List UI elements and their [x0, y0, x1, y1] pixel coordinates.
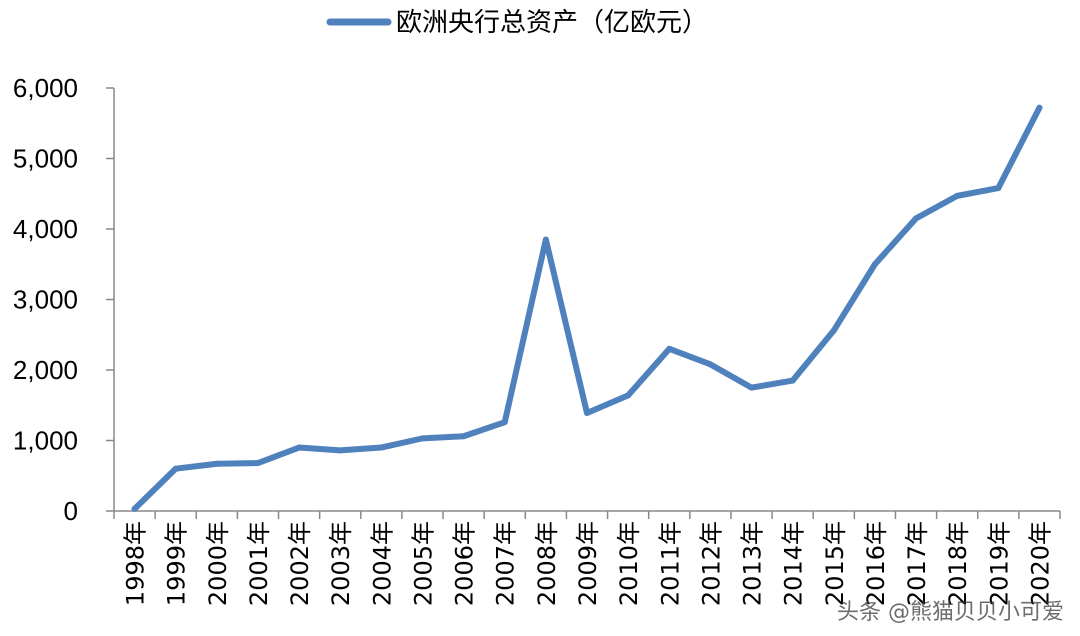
x-tick-label: 2013年: [739, 521, 767, 606]
data-point: [296, 444, 303, 451]
x-tick-label: 2015年: [821, 521, 849, 606]
x-tick-label: 2019年: [985, 521, 1013, 606]
data-point: [584, 410, 590, 417]
data-point: [954, 192, 961, 199]
data-point: [625, 392, 632, 399]
data-point: [213, 460, 220, 467]
x-tick-label: 1999年: [163, 521, 191, 606]
x-tick-label: 2003年: [327, 521, 355, 606]
x-tick-label: 2020年: [1026, 521, 1054, 606]
x-tick-label: 2016年: [862, 521, 890, 606]
y-tick-label: 3,000: [13, 285, 78, 315]
data-point: [748, 384, 755, 391]
x-tick-label: 2002年: [286, 521, 314, 606]
data-point: [913, 215, 920, 222]
x-tick-label: 2011年: [656, 521, 684, 606]
x-tick-label: 2010年: [615, 521, 643, 606]
y-axis: 0 1,000 2,000 3,000 4,000 5,000 6,000: [13, 73, 115, 526]
x-axis: 1998年 1999年 2000年 2001年 2002年 2003年 2004年 2005年…: [113, 510, 1061, 606]
data-point: [254, 460, 261, 467]
legend-label-series-0: 欧洲央行总资产（亿欧元）: [396, 8, 708, 38]
data-point: [871, 261, 878, 268]
x-tick-label: 2006年: [451, 521, 479, 606]
data-point: [460, 433, 467, 440]
data-point: [501, 419, 508, 426]
x-tick-label: 2009年: [574, 521, 602, 606]
x-tick-label: 2001年: [245, 521, 273, 606]
watermark: 头条 @熊猫贝贝小可爱: [837, 600, 1064, 625]
legend: 欧洲央行总资产（亿欧元）: [326, 8, 708, 38]
x-tick-label: 2004年: [368, 521, 396, 606]
data-point: [131, 505, 138, 512]
y-tick-label: 2,000: [13, 355, 78, 385]
y-tick-label: 5,000: [13, 144, 78, 174]
data-point: [542, 236, 549, 243]
y-tick-label: 4,000: [13, 214, 78, 244]
x-tick-label: 2007年: [492, 521, 520, 606]
data-point: [419, 435, 426, 442]
x-tick-label: 2008年: [533, 521, 561, 606]
x-tick-label: 2005年: [409, 521, 437, 606]
x-tick-label: 2000年: [204, 521, 232, 606]
data-point: [830, 327, 837, 334]
data-point: [1036, 104, 1043, 111]
y-tick-label: 1,000: [13, 426, 78, 456]
series-line: [131, 104, 1043, 512]
data-point: [172, 465, 179, 472]
x-tick-label: 2017年: [903, 521, 931, 606]
x-tick-label: 2014年: [780, 521, 808, 606]
y-tick-label: 6,000: [13, 73, 78, 103]
data-point: [995, 185, 1002, 192]
x-tick-label: 1998年: [122, 521, 150, 606]
x-tick-label: 2012年: [697, 521, 725, 606]
data-point: [789, 377, 796, 384]
data-point: [666, 345, 673, 352]
data-point: [337, 447, 344, 454]
data-point: [378, 444, 385, 451]
x-tick-label: 2018年: [944, 521, 972, 606]
data-point: [707, 361, 714, 368]
y-tick-label: 0: [64, 496, 78, 526]
plot-area: [131, 104, 1043, 512]
